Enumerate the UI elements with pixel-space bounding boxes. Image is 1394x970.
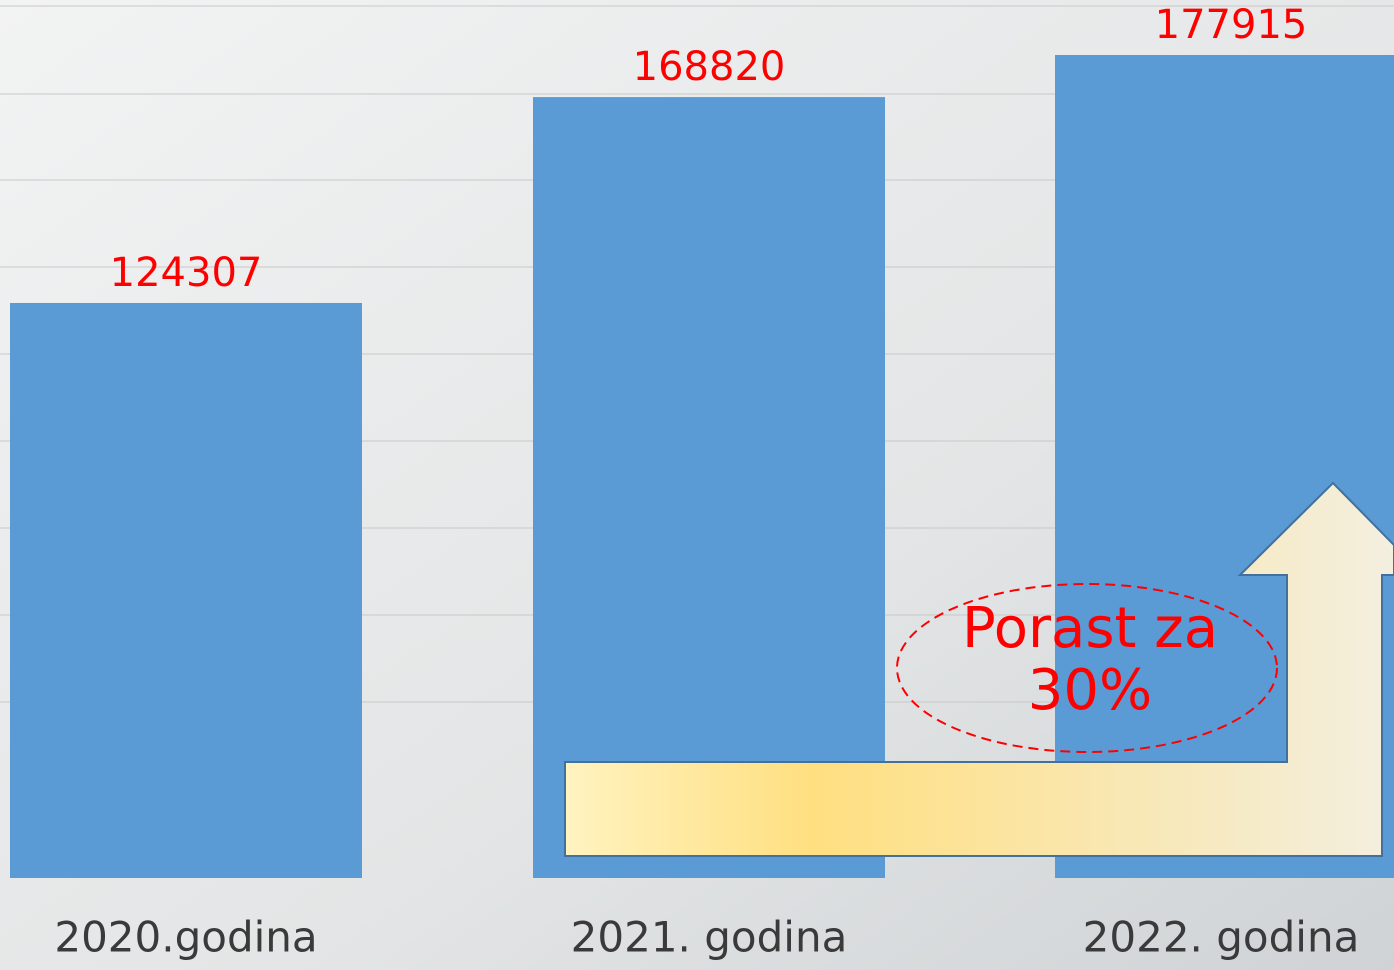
bar xyxy=(10,302,362,879)
data-label: 168820 xyxy=(633,44,786,90)
bar xyxy=(533,97,885,878)
data-label: 177915 xyxy=(1155,2,1308,48)
annotation: Porast za 30% xyxy=(961,596,1219,723)
x-tick-label: 2020.godina xyxy=(54,913,317,962)
x-tick-label: 2022. godina xyxy=(1083,913,1360,962)
growth-arrow xyxy=(564,481,1394,857)
x-tick-label: 2021. godina xyxy=(571,913,848,962)
annotation-ellipse xyxy=(896,583,1278,753)
data-label: 124307 xyxy=(110,250,263,296)
